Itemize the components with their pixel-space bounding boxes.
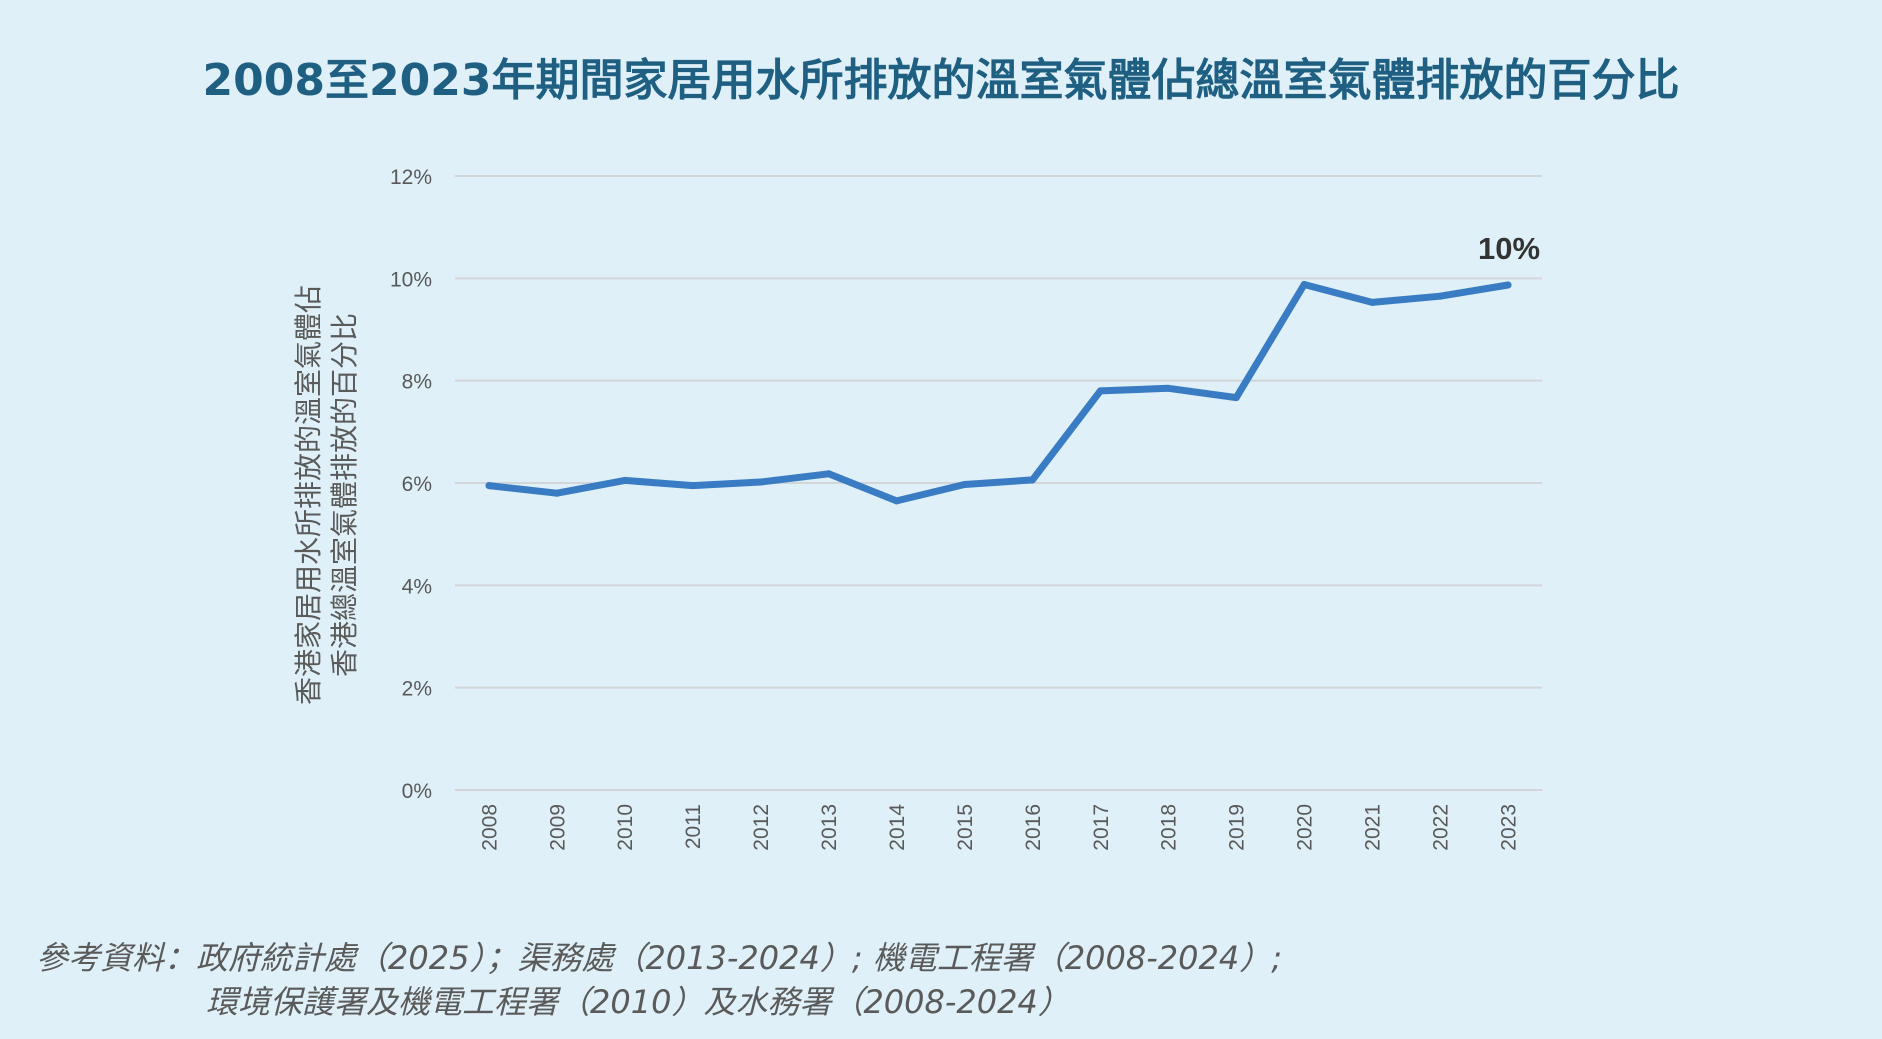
x-tick-label: 2020 <box>1294 804 1317 851</box>
y-axis-ticks: 0% 2% 4% 6% 8% 10% 12% <box>390 166 432 803</box>
x-tick-label: 2021 <box>1362 804 1385 851</box>
x-tick-label: 2012 <box>750 804 773 851</box>
x-tick-label: 2010 <box>614 804 637 851</box>
data-point <box>893 497 901 505</box>
chart-title: 2008至2023年期間家居用水所排放的溫室氣體佔總溫室氣體排放的百分比 <box>202 55 1680 106</box>
x-tick-label: 2008 <box>478 804 501 851</box>
y-tick-label: 0% <box>402 780 432 803</box>
x-tick-label: 2011 <box>682 804 705 849</box>
x-tick-label: 2009 <box>546 804 569 851</box>
y-tick-label: 8% <box>402 371 432 394</box>
series-line <box>485 281 1512 505</box>
y-axis-label-line: 香港總溫室氣體排放的百分比 <box>328 313 361 677</box>
x-axis-ticks: 2008 2009 2010 2011 2012 2013 2014 2015 2016 2017… <box>478 804 1520 851</box>
data-point <box>485 482 493 490</box>
data-point <box>553 489 561 497</box>
series-layer <box>485 280 1512 505</box>
x-tick-label: 2023 <box>1497 804 1520 851</box>
data-point <box>1504 281 1512 289</box>
data-point <box>1164 384 1172 392</box>
y-tick-label: 10% <box>390 268 432 291</box>
source-note: 參考資料：政府統計處（2025）；渠務處（2013-2024）; 機電工程署（2… <box>36 936 1836 1024</box>
data-point <box>689 482 697 490</box>
source-line-2: 環境保護署及機電工程署（2010）及水務署（2008-2024） <box>206 983 1070 1021</box>
y-tick-label: 6% <box>402 473 432 496</box>
y-tick-label: 2% <box>402 678 432 701</box>
data-point <box>1232 394 1240 402</box>
data-point <box>825 470 833 478</box>
source-line-1: 參考資料：政府統計處（2025）；渠務處（2013-2024）; 機電工程署（2… <box>36 939 1283 977</box>
y-axis-label-line: 香港家居用水所排放的溫室氣體佔 <box>292 285 325 705</box>
y-tick-label: 12% <box>390 166 432 189</box>
x-tick-label: 2019 <box>1226 804 1249 851</box>
x-tick-label: 2018 <box>1158 804 1181 851</box>
data-point <box>757 478 765 486</box>
data-point <box>1368 298 1376 306</box>
data-point <box>1028 476 1036 484</box>
data-point <box>1436 292 1444 300</box>
y-axis-label: 香港家居用水所排放的溫室氣體佔 香港總溫室氣體排放的百分比 <box>292 285 361 705</box>
data-point <box>621 476 629 484</box>
data-point <box>1096 387 1104 395</box>
x-tick-label: 2016 <box>1022 804 1045 851</box>
data-point <box>1300 280 1308 288</box>
data-point <box>961 481 969 489</box>
x-tick-label: 2015 <box>954 804 977 851</box>
x-tick-label: 2014 <box>886 804 909 851</box>
annotations: 10% <box>1478 231 1540 266</box>
y-tick-label: 4% <box>402 575 432 598</box>
x-tick-label: 2013 <box>818 804 841 851</box>
data-label: 10% <box>1478 231 1540 266</box>
x-tick-label: 2022 <box>1429 804 1452 851</box>
x-tick-label: 2017 <box>1090 804 1113 851</box>
